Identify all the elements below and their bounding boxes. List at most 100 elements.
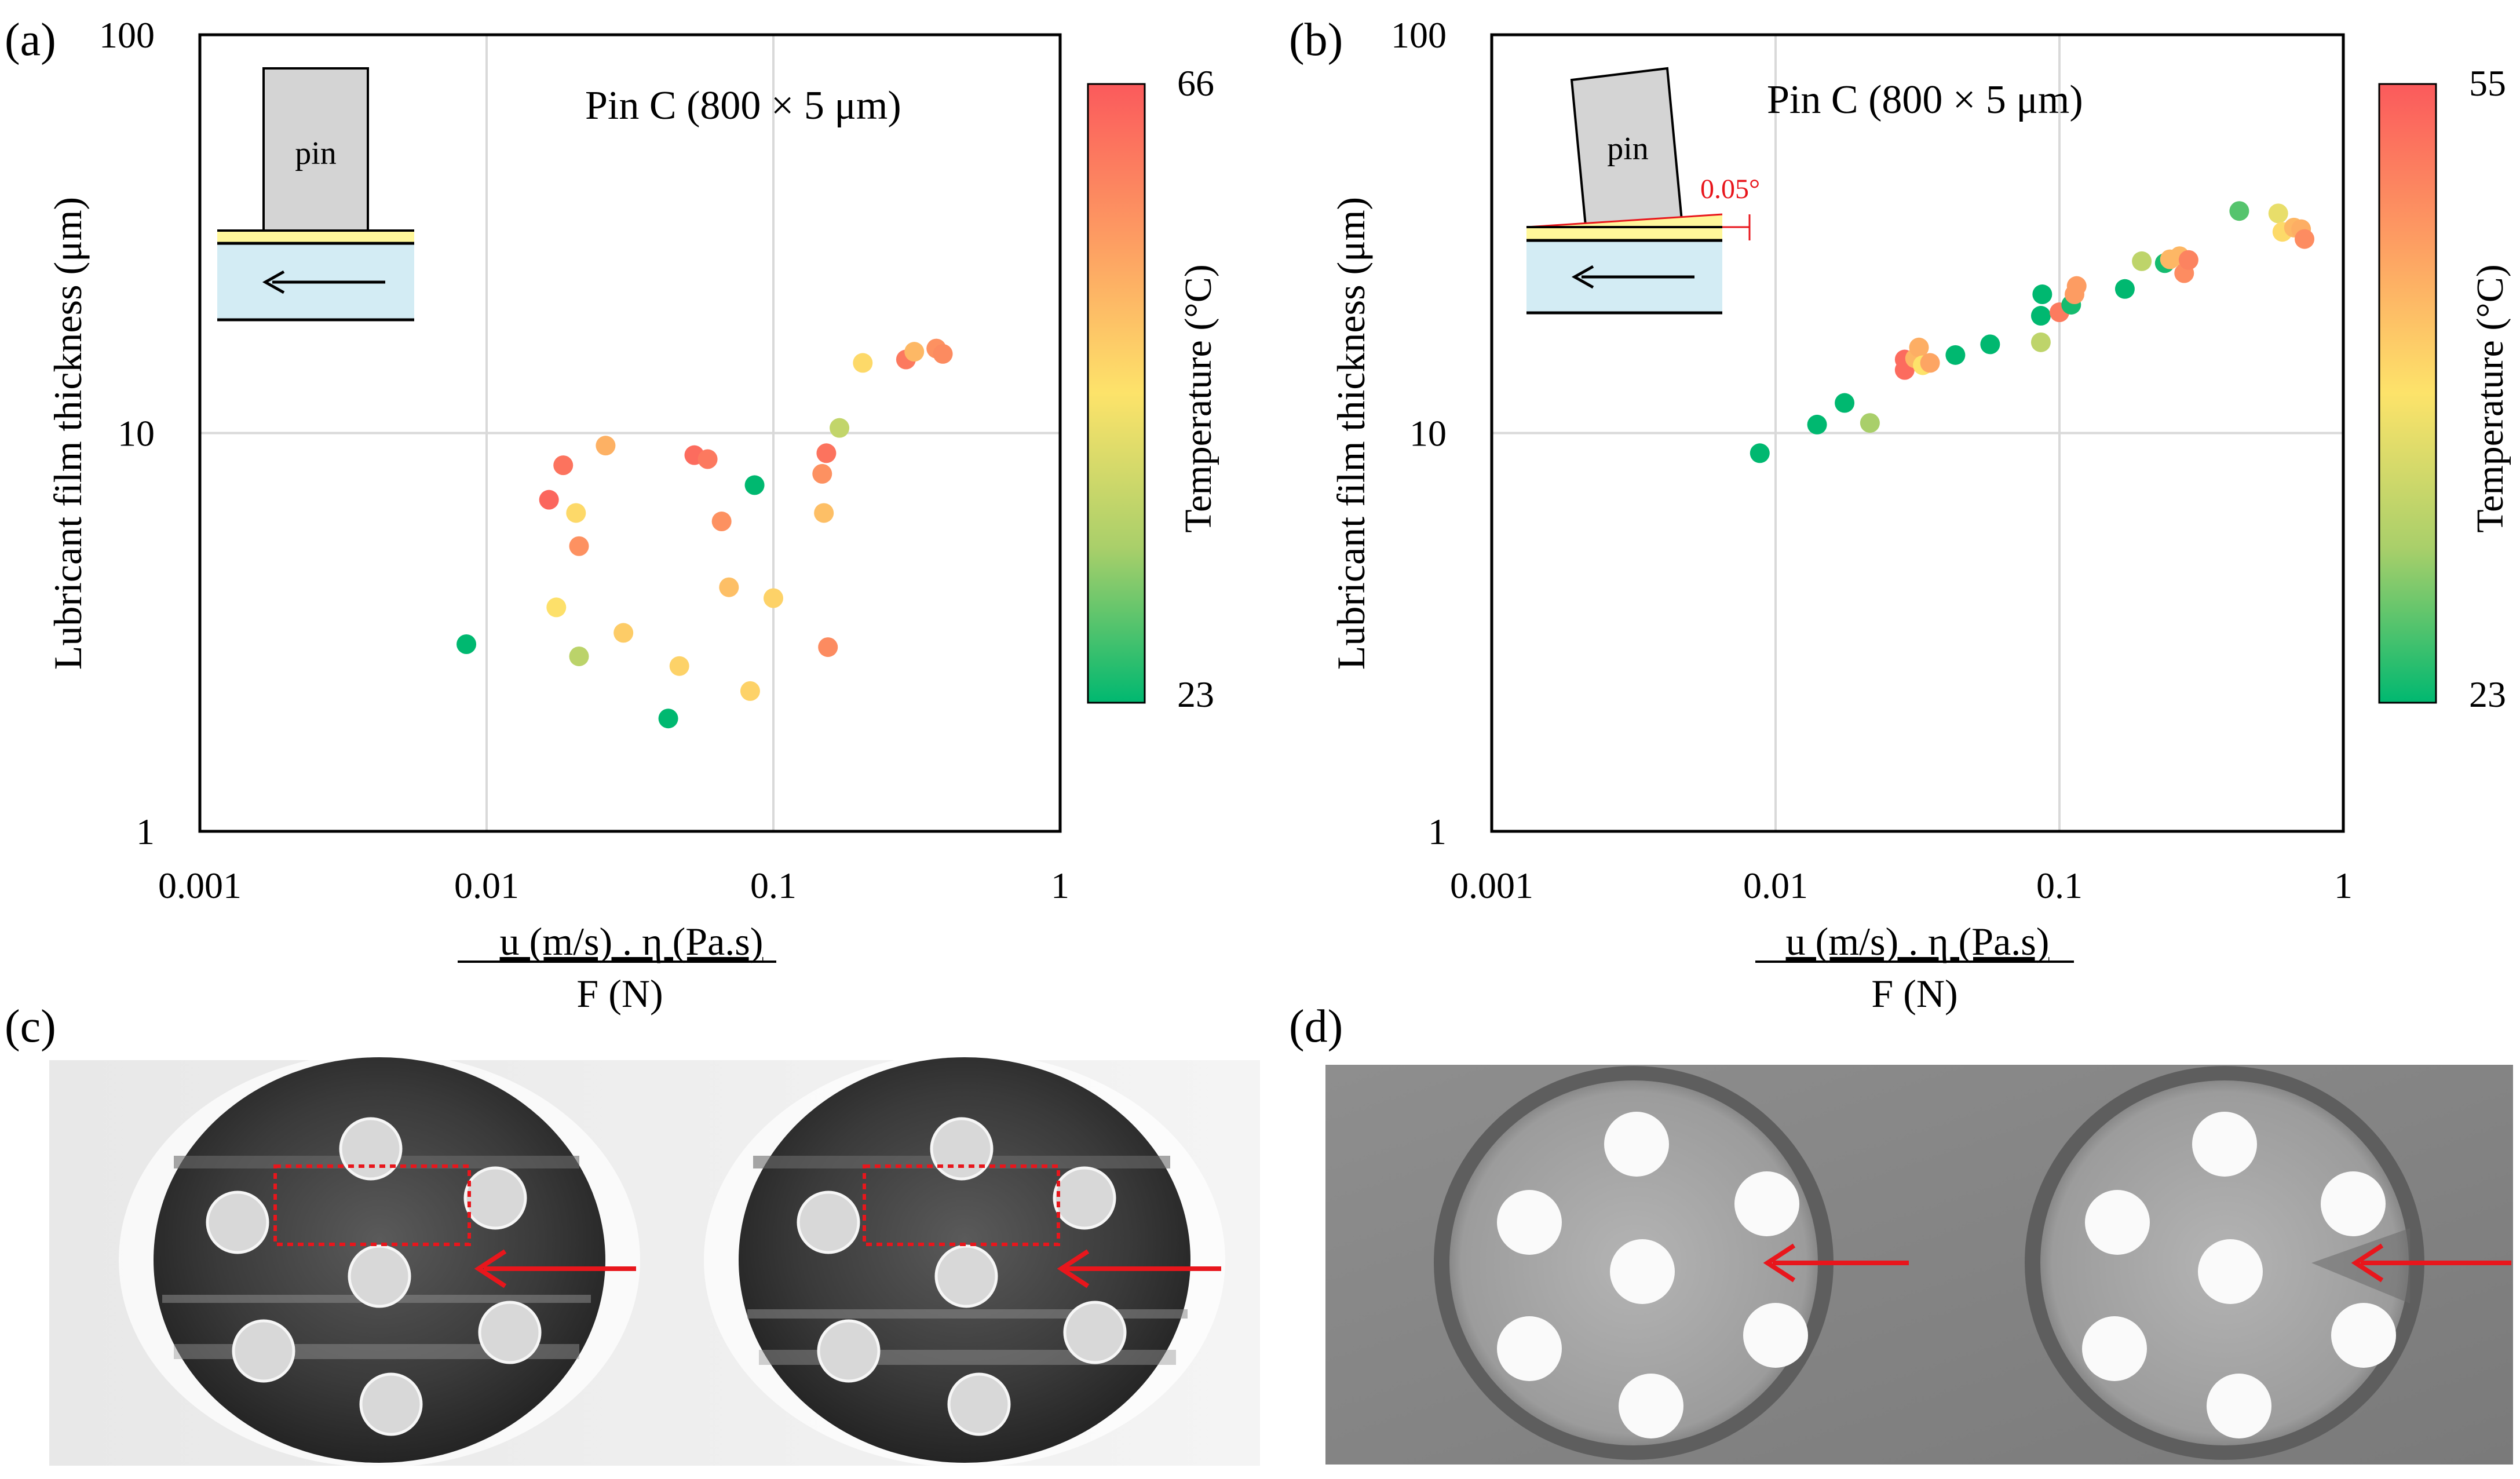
- x-axis-denominator-a: F (N): [576, 972, 663, 1016]
- panel-c-photo: (c): [5, 1001, 1260, 1467]
- pin-label-b: pin: [1607, 131, 1649, 167]
- y-tick-label: 100: [99, 14, 155, 56]
- data-point: [812, 463, 832, 484]
- highlight-box-c-left: [273, 1164, 471, 1246]
- y-tick-label: 1: [1428, 811, 1447, 852]
- data-point: [2178, 250, 2198, 270]
- data-point: [613, 623, 634, 643]
- plot-frame-b: [1490, 33, 2345, 833]
- data-point: [2132, 251, 2152, 271]
- data-point: [546, 597, 567, 618]
- y-tick-label: 100: [1391, 14, 1447, 56]
- data-point: [596, 436, 616, 456]
- panel-c-label: (c): [5, 1001, 56, 1052]
- data-point: [456, 634, 477, 654]
- data-point: [1750, 443, 1770, 463]
- tick-labels-b: 0.001 0.01 0.1 1 1 10 100: [1391, 14, 2353, 906]
- colorbar-max-a: 66: [1177, 63, 1214, 104]
- data-point: [719, 577, 739, 597]
- photo-d-right-disc: [2025, 1066, 2511, 1460]
- data-point: [1909, 337, 1929, 357]
- y-tick-label: 10: [1409, 413, 1447, 454]
- chart-title-b: Pin C (800 × 5 μm): [1767, 78, 2083, 122]
- colorbar-b: 55 23 Temperature (°C): [2378, 63, 2511, 715]
- data-point: [2268, 203, 2288, 224]
- data-point: [2030, 332, 2051, 352]
- x-tick-label: 0.1: [750, 865, 797, 906]
- highlight-box-c-right: [863, 1164, 1060, 1246]
- y-tick-label: 10: [118, 413, 155, 454]
- colorbar-min-b: 23: [2469, 674, 2506, 715]
- data-point: [566, 503, 586, 523]
- tilt-angle-label: 0.05°: [1700, 174, 1760, 204]
- panel-a-label: (a): [5, 14, 56, 65]
- grid-a: [200, 35, 1060, 831]
- panel-d-label: (d): [1289, 1001, 1343, 1052]
- y-axis-label-a: Lubricant film thickness (μm): [46, 197, 90, 670]
- data-point: [1835, 393, 1855, 413]
- photo-d-left-disc: [1434, 1066, 1909, 1460]
- x-tick-label: 1: [2334, 865, 2353, 906]
- colorbar-gradient-b: [2378, 83, 2437, 704]
- y-tick-label: 1: [136, 811, 155, 852]
- data-point: [2030, 306, 2051, 326]
- x-tick-label: 0.001: [158, 865, 242, 906]
- data-point: [816, 443, 837, 463]
- data-point: [711, 512, 732, 532]
- data-point: [539, 490, 559, 510]
- data-point: [2295, 229, 2315, 249]
- data-point: [1807, 414, 1827, 434]
- data-point: [1860, 413, 1880, 433]
- x-axis-denominator-b: F (N): [1871, 972, 1957, 1016]
- panel-b-label: (b): [1289, 14, 1343, 65]
- x-axis-numerator-b: u (m/s) . η (Pa.s): [1786, 919, 2050, 963]
- data-point: [697, 449, 718, 469]
- colorbar-a: 66 23 Temperature (°C): [1087, 63, 1219, 715]
- chart-title-a: Pin C (800 × 5 μm): [585, 83, 901, 128]
- y-axis-label-b: Lubricant film thickness (μm): [1329, 197, 1373, 670]
- data-point: [1980, 334, 2000, 355]
- data-point: [740, 681, 760, 701]
- pin-label-a: pin: [295, 136, 337, 171]
- x-tick-label: 0.01: [1743, 865, 1808, 906]
- data-point: [1920, 353, 1940, 373]
- grid-b: [1492, 35, 2343, 831]
- data-point: [744, 475, 765, 495]
- data-point: [2066, 276, 2087, 296]
- colorbar-min-a: 23: [1177, 674, 1214, 715]
- data-point: [1945, 345, 1966, 365]
- x-tick-label: 0.001: [1450, 865, 1533, 906]
- plot-frame-a: [198, 33, 1062, 833]
- data-point: [853, 353, 873, 373]
- lubricant-film-a: [217, 231, 414, 243]
- photo-c-right-disc: [704, 1053, 1225, 1467]
- data-point: [904, 342, 925, 362]
- data-points-a: [456, 338, 953, 729]
- data-point: [569, 536, 589, 556]
- data-point: [818, 637, 838, 658]
- data-point: [830, 418, 850, 438]
- data-point: [658, 709, 678, 729]
- x-tick-label: 0.1: [2036, 865, 2083, 906]
- data-point: [569, 646, 589, 666]
- x-tick-label: 0.01: [454, 865, 519, 906]
- pin-shape-a: [262, 67, 369, 235]
- panel-b-chart: (b) 0.001 0.01 0.1 1 1 10 100 Pin C (800 × 5 μ…: [1289, 14, 2511, 1016]
- data-point: [2032, 284, 2052, 305]
- pin-schematic-b: pin 0.05°: [1526, 67, 1760, 315]
- colorbar-title-b: Temperature (°C): [2469, 264, 2511, 532]
- photo-c-left-disc: [119, 1053, 640, 1467]
- tick-labels-a: 0.001 0.01 0.1 1 1 10 100: [99, 14, 1069, 906]
- data-point: [669, 656, 689, 676]
- x-tick-label: 1: [1051, 865, 1069, 906]
- data-point: [2229, 201, 2249, 221]
- colorbar-gradient-a: [1087, 83, 1146, 704]
- colorbar-title-a: Temperature (°C): [1177, 264, 1219, 532]
- data-point: [933, 344, 953, 364]
- data-point: [814, 503, 834, 523]
- data-point: [764, 588, 783, 608]
- tilt-line: [1526, 213, 1723, 228]
- x-axis-numerator-a: u (m/s) . η (Pa.s): [500, 919, 764, 963]
- data-point: [553, 455, 574, 476]
